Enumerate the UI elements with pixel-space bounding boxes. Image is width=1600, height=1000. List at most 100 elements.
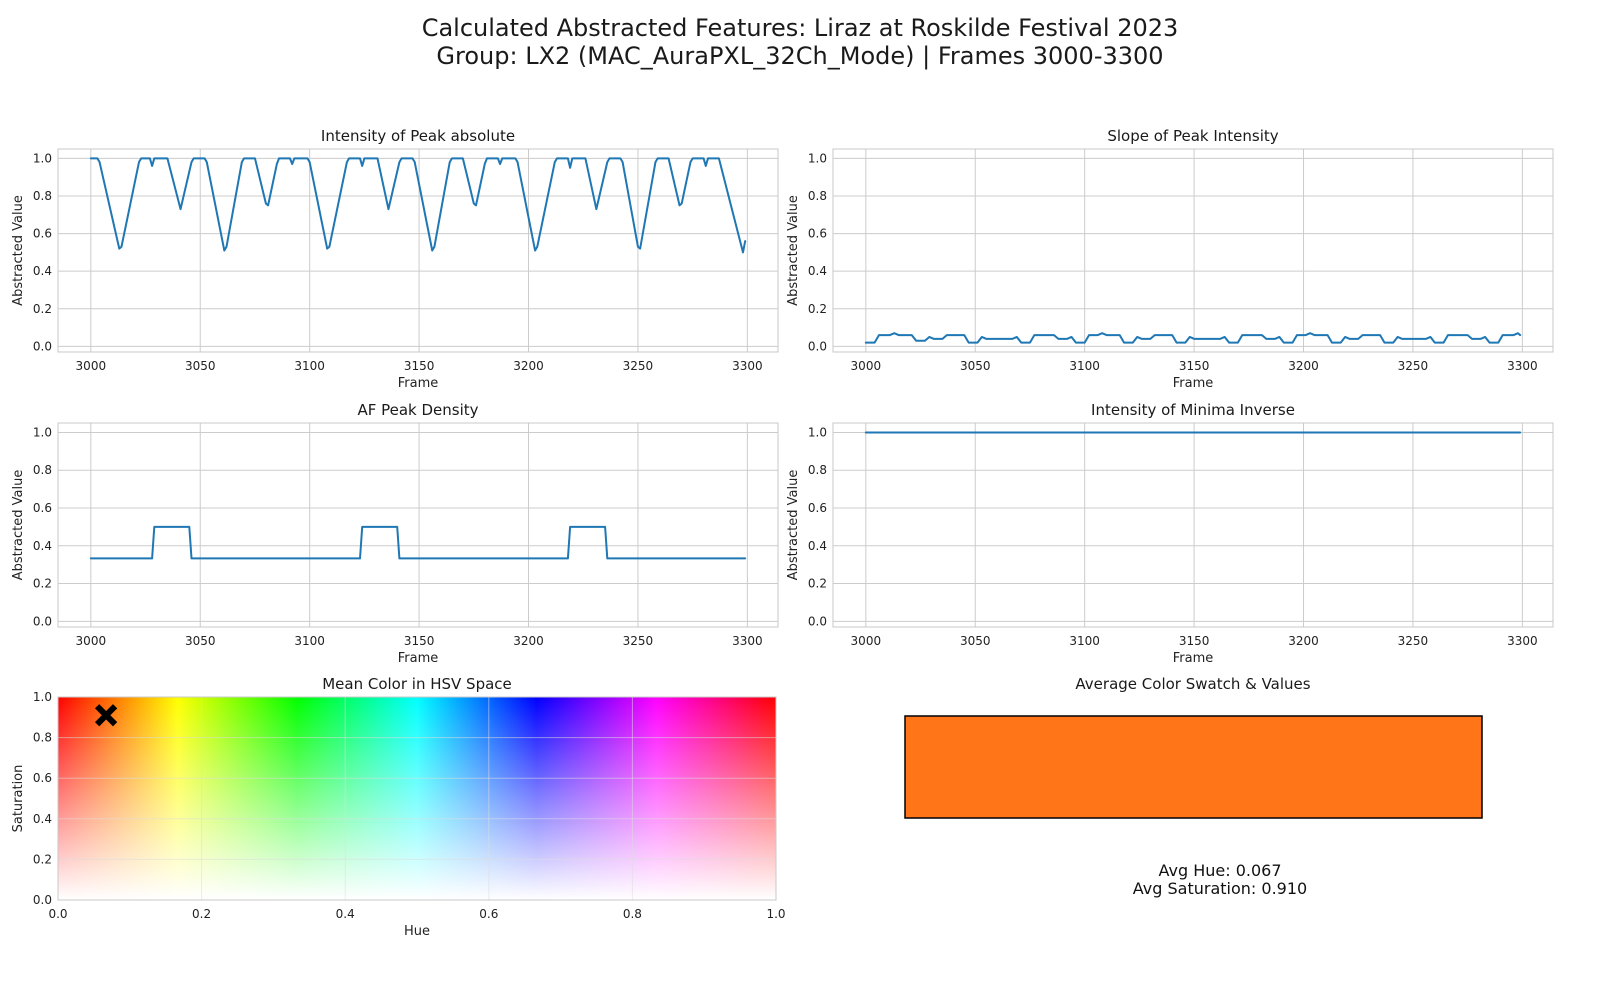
x-axis-label: Frame (1173, 376, 1214, 391)
x-tick-label: 3250 (623, 634, 654, 648)
y-tick-label: 0.6 (808, 227, 827, 241)
y-tick-label: 0.4 (33, 264, 52, 278)
x-tick-label: 3100 (1069, 359, 1100, 373)
y-tick-label: 0.6 (808, 501, 827, 515)
y-axis-label: Saturation (11, 765, 26, 833)
axes-frame (832, 148, 1554, 353)
figure-title-line-1: Calculated Abstracted Features: Liraz at… (421, 14, 1179, 42)
x-tick-label: 0.6 (479, 907, 498, 921)
y-axis-label: Abstracted Value (11, 195, 26, 306)
x-tick-label: 3300 (732, 634, 763, 648)
y-tick-label: 0.4 (808, 264, 827, 278)
y-tick-label: 0.2 (33, 577, 52, 591)
average-color-swatch (904, 715, 1483, 819)
axes-frame (57, 422, 779, 628)
axes-frame (57, 696, 777, 901)
y-axis-label: Abstracted Value (11, 470, 26, 581)
series-line (864, 332, 1522, 344)
panel-mean_color_hsv: 0.0 0.2 0.4 0.6 0.8 1.0 0.0 0.2 0.4 0.6 0.8 1.0 Mean… (11, 675, 786, 939)
x-axis-label: Frame (398, 376, 439, 391)
x-tick-label: 3300 (1507, 634, 1538, 648)
y-tick-label: 0.6 (33, 227, 52, 241)
panel-average_color_swatch: Average Color Swatch & Values (904, 675, 1483, 819)
y-tick-label: 1.0 (808, 425, 827, 439)
x-tick-label: 3250 (1398, 634, 1429, 648)
panel-title: Intensity of Minima Inverse (1091, 401, 1295, 419)
y-tick-label: 0.0 (33, 893, 52, 907)
x-tick-label: 3050 (185, 359, 216, 373)
hsv-saturation-overlay (58, 697, 776, 900)
y-tick-label: 0.6 (33, 501, 52, 515)
x-tick-label: 3200 (1288, 634, 1319, 648)
panel-title: Slope of Peak Intensity (1107, 127, 1278, 145)
y-tick-label: 0.6 (33, 771, 52, 785)
x-tick-label: 3250 (1398, 359, 1429, 373)
x-tick-label: 3000 (76, 359, 107, 373)
x-tick-label: 3050 (960, 634, 991, 648)
y-tick-label: 0.8 (33, 731, 52, 745)
series-line (89, 525, 747, 560)
y-tick-label: 0.4 (808, 539, 827, 553)
series-line (89, 157, 747, 254)
x-axis-label: Hue (404, 924, 430, 939)
avg-saturation-label: Avg Saturation: 0.910 (1132, 879, 1308, 898)
x-tick-label: 3000 (76, 634, 107, 648)
panel-title: Intensity of Peak absolute (321, 127, 515, 145)
y-tick-label: 0.0 (808, 614, 827, 628)
axes-frame (57, 148, 779, 353)
mean-color-marker (94, 704, 118, 727)
y-tick-label: 0.2 (808, 577, 827, 591)
x-tick-label: 0.4 (336, 907, 355, 921)
axes-frame (832, 422, 1554, 628)
x-tick-label: 3200 (513, 359, 544, 373)
panel-af_peak_density: 3000 3050 3100 3150 3200 3250 3300 0.0 0.2 0.4 0.6… (11, 401, 779, 666)
x-tick-label: 3150 (404, 359, 435, 373)
x-tick-label: 3250 (623, 359, 654, 373)
y-tick-label: 0.4 (33, 539, 52, 553)
swatch-values: Avg Hue: 0.067 Avg Saturation: 0.910 (1000, 862, 1440, 898)
y-tick-label: 0.2 (33, 852, 52, 866)
x-tick-label: 0.2 (192, 907, 211, 921)
x-tick-label: 3200 (1288, 359, 1319, 373)
y-tick-label: 0.2 (808, 302, 827, 316)
y-tick-label: 0.8 (33, 463, 52, 477)
x-axis-label: Frame (1173, 651, 1214, 666)
y-tick-label: 1.0 (33, 690, 52, 704)
x-tick-label: 3050 (185, 634, 216, 648)
panel-slope_peak_intensity: 3000 3050 3100 3150 3200 3250 3300 0.0 0.2 0.4 0.6… (786, 127, 1554, 391)
x-tick-label: 3300 (732, 359, 763, 373)
panel-title: AF Peak Density (357, 401, 478, 419)
x-tick-label: 3100 (294, 359, 325, 373)
figure-title: Calculated Abstracted Features: Liraz at… (0, 14, 1600, 70)
x-tick-label: 0.8 (623, 907, 642, 921)
y-tick-label: 0.8 (33, 189, 52, 203)
y-axis-label: Abstracted Value (786, 195, 801, 306)
x-tick-label: 3150 (1179, 634, 1210, 648)
x-tick-label: 1.0 (766, 907, 785, 921)
plot-background (833, 149, 1553, 352)
panel-title: Mean Color in HSV Space (322, 675, 512, 693)
y-tick-label: 1.0 (33, 425, 52, 439)
y-tick-label: 0.4 (33, 812, 52, 826)
y-tick-label: 1.0 (808, 151, 827, 165)
x-tick-label: 3050 (960, 359, 991, 373)
x-tick-label: 3150 (1179, 359, 1210, 373)
x-tick-label: 3300 (1507, 359, 1538, 373)
plot-background (58, 423, 778, 627)
y-tick-label: 0.0 (33, 339, 52, 353)
panel-intensity_minima_inverse: 3000 3050 3100 3150 3200 3250 3300 0.0 0.2 0.4 0.6… (786, 401, 1554, 666)
figure-title-line-2: Group: LX2 (MAC_AuraPXL_32Ch_Mode) | Fra… (436, 42, 1164, 70)
x-tick-label: 0.0 (48, 907, 67, 921)
avg-hue-label: Avg Hue: 0.067 (1158, 861, 1282, 880)
y-tick-label: 0.0 (808, 339, 827, 353)
plot-background (833, 423, 1553, 627)
panel-title: Average Color Swatch & Values (1075, 675, 1310, 693)
x-tick-label: 3200 (513, 634, 544, 648)
x-tick-label: 3100 (294, 634, 325, 648)
x-tick-label: 3000 (851, 634, 882, 648)
panel-intensity_peak_absolute: 3000 3050 3100 3150 3200 3250 3300 0.0 0.2 0.4 0.6… (11, 127, 779, 391)
x-tick-label: 3150 (404, 634, 435, 648)
y-tick-label: 1.0 (33, 151, 52, 165)
